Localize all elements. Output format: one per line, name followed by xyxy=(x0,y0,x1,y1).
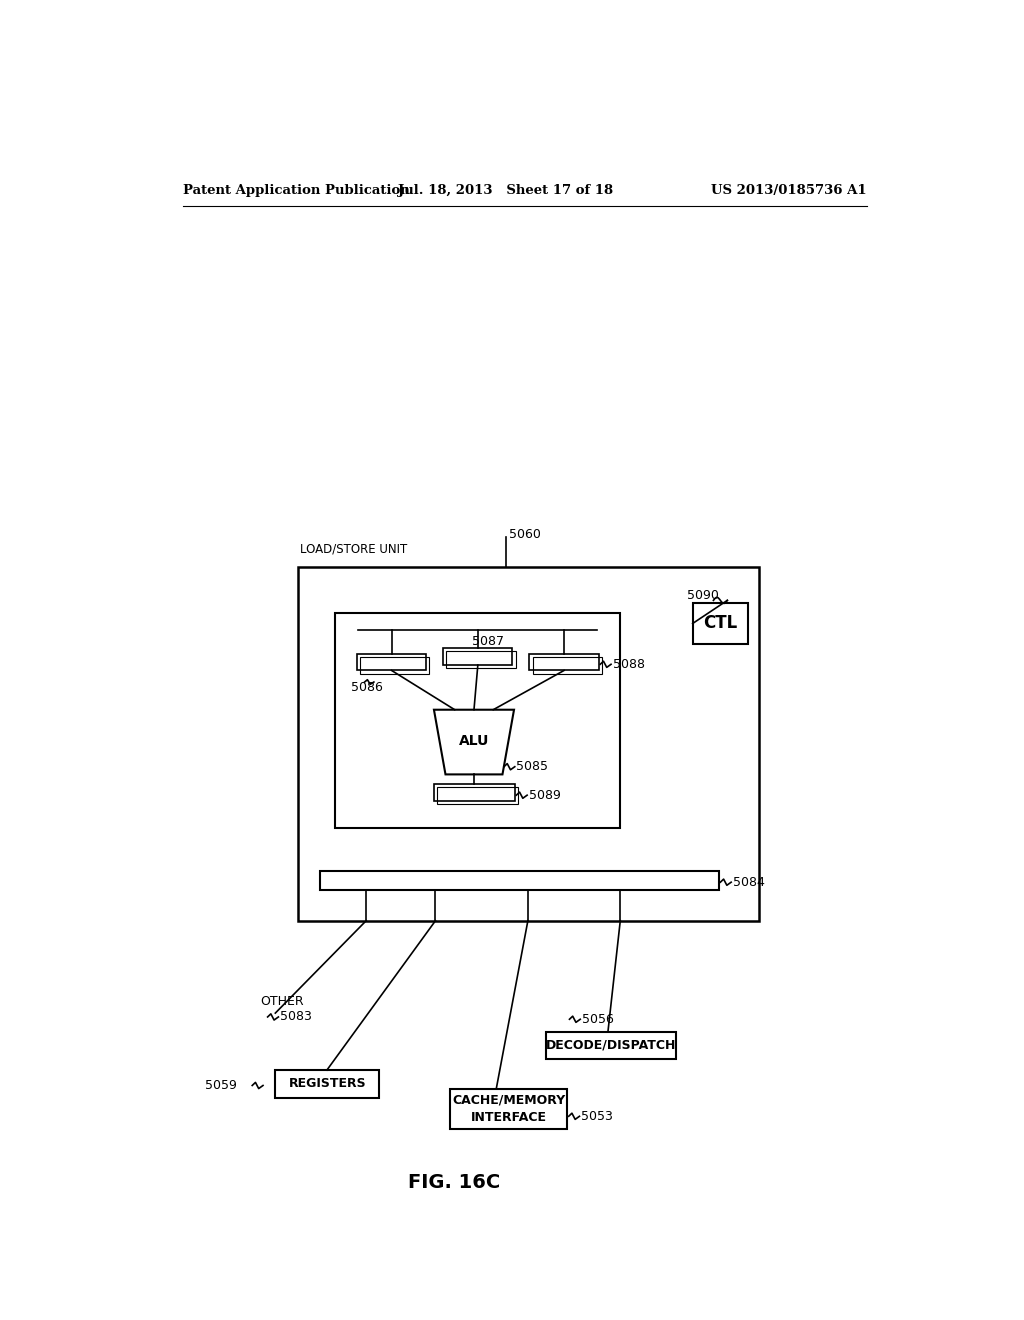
Text: LOAD/STORE UNIT: LOAD/STORE UNIT xyxy=(300,543,408,556)
Text: OTHER: OTHER xyxy=(260,995,303,1008)
FancyBboxPatch shape xyxy=(357,653,426,671)
Text: 5089: 5089 xyxy=(528,788,560,801)
Text: 5083: 5083 xyxy=(280,1010,312,1023)
Text: Patent Application Publication: Patent Application Publication xyxy=(183,185,410,197)
FancyBboxPatch shape xyxy=(434,784,515,801)
Text: 5086: 5086 xyxy=(351,681,383,694)
Text: FIG. 16C: FIG. 16C xyxy=(408,1173,500,1192)
Text: 5090: 5090 xyxy=(687,589,719,602)
Polygon shape xyxy=(434,710,514,775)
FancyBboxPatch shape xyxy=(275,1071,379,1098)
Text: US 2013/0185736 A1: US 2013/0185736 A1 xyxy=(711,185,866,197)
Text: 5085: 5085 xyxy=(516,760,548,774)
FancyBboxPatch shape xyxy=(692,603,749,644)
Text: 5088: 5088 xyxy=(612,657,644,671)
Text: 5060: 5060 xyxy=(509,528,541,541)
FancyBboxPatch shape xyxy=(529,653,599,671)
Text: CTL: CTL xyxy=(703,615,737,632)
Text: 5084: 5084 xyxy=(733,875,765,888)
Text: 5053: 5053 xyxy=(581,1110,613,1123)
Text: 5087: 5087 xyxy=(472,635,505,648)
Text: REGISTERS: REGISTERS xyxy=(289,1077,367,1090)
Text: CACHE/MEMORY
INTERFACE: CACHE/MEMORY INTERFACE xyxy=(452,1093,565,1123)
FancyBboxPatch shape xyxy=(336,612,621,829)
FancyBboxPatch shape xyxy=(298,566,759,921)
Text: Jul. 18, 2013   Sheet 17 of 18: Jul. 18, 2013 Sheet 17 of 18 xyxy=(398,185,613,197)
FancyBboxPatch shape xyxy=(451,1089,567,1129)
Text: ALU: ALU xyxy=(459,734,489,747)
Text: DECODE/DISPATCH: DECODE/DISPATCH xyxy=(546,1039,676,1052)
FancyBboxPatch shape xyxy=(319,871,719,890)
FancyBboxPatch shape xyxy=(547,1032,676,1059)
FancyBboxPatch shape xyxy=(443,648,512,665)
Text: 5056: 5056 xyxy=(582,1012,613,1026)
Text: 5059: 5059 xyxy=(205,1078,237,1092)
